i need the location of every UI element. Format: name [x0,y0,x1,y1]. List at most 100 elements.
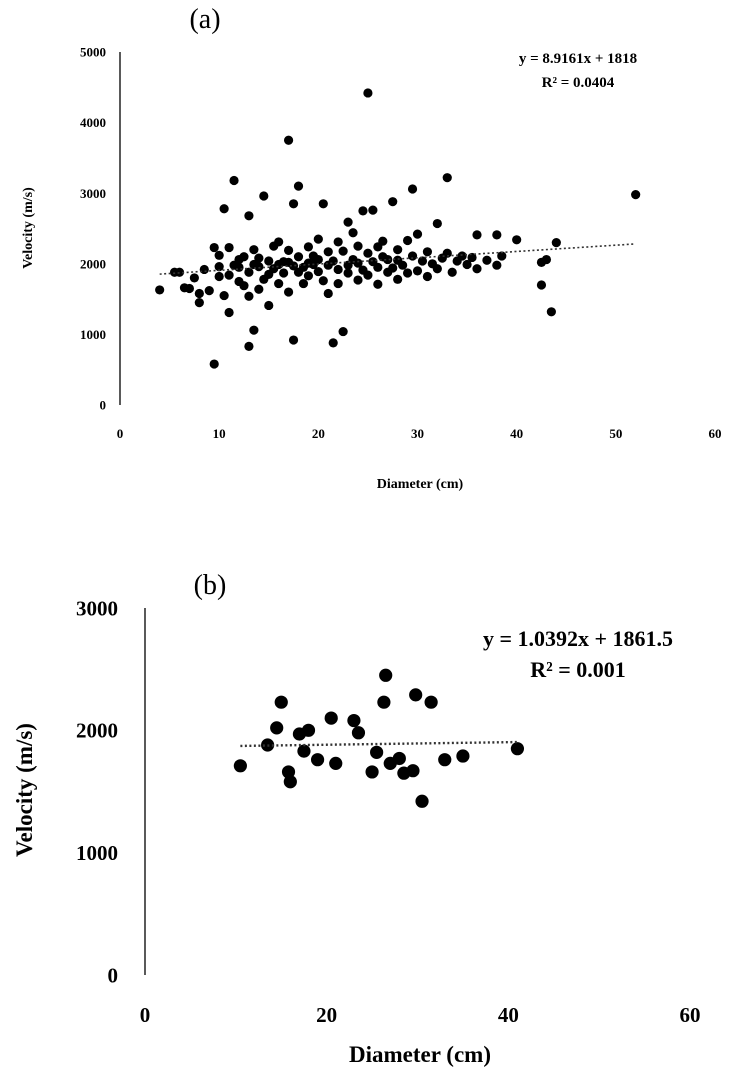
data-point-b [274,695,288,709]
x-tick-label-b: 60 [680,1003,701,1027]
data-point-a [194,288,204,299]
y-tick-label-b: 3000 [76,596,118,620]
data-point-a [388,263,398,273]
r-squared-label-a: R² = 0.0404 [542,75,615,91]
x-tick-label-a: 50 [609,426,622,441]
data-point-a [224,270,234,280]
data-point-a [373,279,383,289]
panel-label-a: (a) [189,4,220,35]
data-point-a [194,298,204,308]
data-point-a [541,254,552,265]
y-tick-label-a: 4000 [80,115,106,130]
data-point-b [377,695,391,709]
scatter-panel-b: 0 1000 2000 3000 0 20 40 60 Diameter (cm) Velocit… [12,570,701,1067]
data-point-a [338,246,348,256]
data-point-b [370,745,384,759]
data-point-a [288,199,299,209]
data-point-a [303,271,314,281]
data-point-a [536,280,547,290]
data-point-a [353,275,363,285]
data-point-a [512,235,522,245]
data-point-a [393,274,403,284]
data-point-a [407,184,418,194]
y-tick-label-a: 5000 [80,45,106,60]
data-point-a [239,281,249,291]
data-point-a [631,190,641,200]
data-point-b [270,721,284,735]
x-tick-label-a: 40 [510,426,523,441]
data-point-a [388,197,398,207]
data-point-a [462,259,472,270]
trendline-b [240,740,518,748]
data-point-a [313,234,323,244]
data-point-a [288,261,299,271]
data-point-a [303,242,314,252]
x-tick-label-a: 60 [709,426,722,441]
x-tick-label-a: 20 [312,426,325,441]
data-point-a [288,335,299,345]
data-point-a [209,359,219,369]
y-tick-label-b: 1000 [76,841,118,865]
data-point-b [392,751,406,766]
data-point-a [472,230,482,240]
data-point-a [279,268,289,278]
data-point-b [510,742,525,756]
data-point-a [298,278,309,289]
y-tick-label-b: 2000 [76,719,118,743]
data-point-a [402,268,413,278]
data-point-a [363,88,373,98]
data-point-a [249,325,259,335]
data-point-a [219,204,229,214]
data-point-a [412,266,423,276]
data-point-a [293,252,304,262]
data-point-b [456,749,470,763]
data-point-a [432,264,442,274]
y-tick-label-b: 0 [108,963,119,987]
data-point-a [348,228,358,238]
data-point-a [254,284,264,294]
data-point-b [297,744,311,758]
data-point-a [244,341,254,352]
data-point-b [438,753,452,767]
data-point-b [406,764,420,778]
data-point-a [199,264,209,275]
data-point-a [363,248,373,258]
data-point-a [323,288,333,299]
y-axis-title-b: Velocity (m/s) [12,723,37,857]
data-point-a [407,251,418,261]
data-point-a [204,286,214,296]
data-point-a [229,175,239,186]
data-point-a [353,258,363,268]
x-tick-label-a: 0 [117,426,124,441]
data-point-a [383,254,393,265]
x-tick-label-a: 10 [213,426,226,441]
data-point-b [324,711,338,725]
data-point-b [409,688,423,702]
y-tick-label-a: 2000 [80,256,106,271]
data-point-a [313,266,323,277]
data-point-a [244,267,254,277]
y-tick-label-a: 1000 [80,327,106,342]
data-point-a [283,135,294,145]
data-point-a [254,253,264,263]
y-tick-label-a: 0 [100,398,107,413]
data-point-a [482,255,492,265]
data-point-b [365,765,379,779]
data-point-a [254,262,264,272]
data-point-a [492,260,502,270]
data-point-a [343,268,353,278]
y-tick-label-a: 3000 [80,186,106,201]
data-point-a [412,229,423,239]
data-point-a [264,256,274,266]
data-point-a [209,242,219,253]
data-point-a [492,230,502,240]
data-point-a [358,206,368,216]
data-point-a [333,237,343,247]
data-point-a [313,254,323,265]
x-axis-title-b: Diameter (cm) [349,1042,491,1067]
data-point-a [274,278,284,289]
data-point-a [343,217,353,227]
data-point-a [457,251,467,261]
data-point-a [274,237,284,247]
